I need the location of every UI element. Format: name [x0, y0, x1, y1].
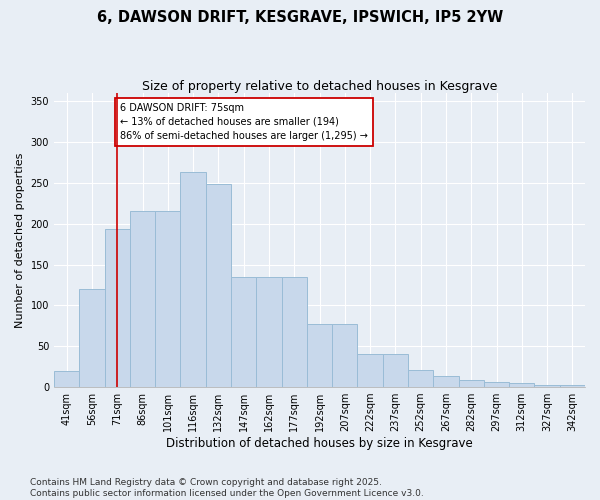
Bar	[332, 324, 358, 387]
Bar	[79, 289, 104, 387]
Bar	[383, 354, 408, 387]
Y-axis label: Number of detached properties: Number of detached properties	[15, 152, 25, 328]
Bar	[54, 370, 79, 387]
Bar	[256, 277, 281, 387]
Text: 6, DAWSON DRIFT, KESGRAVE, IPSWICH, IP5 2YW: 6, DAWSON DRIFT, KESGRAVE, IPSWICH, IP5 …	[97, 10, 503, 25]
X-axis label: Distribution of detached houses by size in Kesgrave: Distribution of detached houses by size …	[166, 437, 473, 450]
Bar	[433, 376, 458, 387]
Bar	[358, 354, 383, 387]
Text: 6 DAWSON DRIFT: 75sqm
← 13% of detached houses are smaller (194)
86% of semi-det: 6 DAWSON DRIFT: 75sqm ← 13% of detached …	[120, 103, 368, 141]
Bar	[206, 184, 231, 387]
Bar	[535, 384, 560, 387]
Bar	[181, 172, 206, 387]
Bar	[281, 277, 307, 387]
Bar	[408, 370, 433, 387]
Text: Contains HM Land Registry data © Crown copyright and database right 2025.
Contai: Contains HM Land Registry data © Crown c…	[30, 478, 424, 498]
Bar	[231, 277, 256, 387]
Bar	[130, 212, 155, 387]
Bar	[155, 212, 181, 387]
Bar	[307, 324, 332, 387]
Bar	[560, 386, 585, 387]
Bar	[509, 383, 535, 387]
Bar	[484, 382, 509, 387]
Title: Size of property relative to detached houses in Kesgrave: Size of property relative to detached ho…	[142, 80, 497, 93]
Bar	[458, 380, 484, 387]
Bar	[104, 230, 130, 387]
